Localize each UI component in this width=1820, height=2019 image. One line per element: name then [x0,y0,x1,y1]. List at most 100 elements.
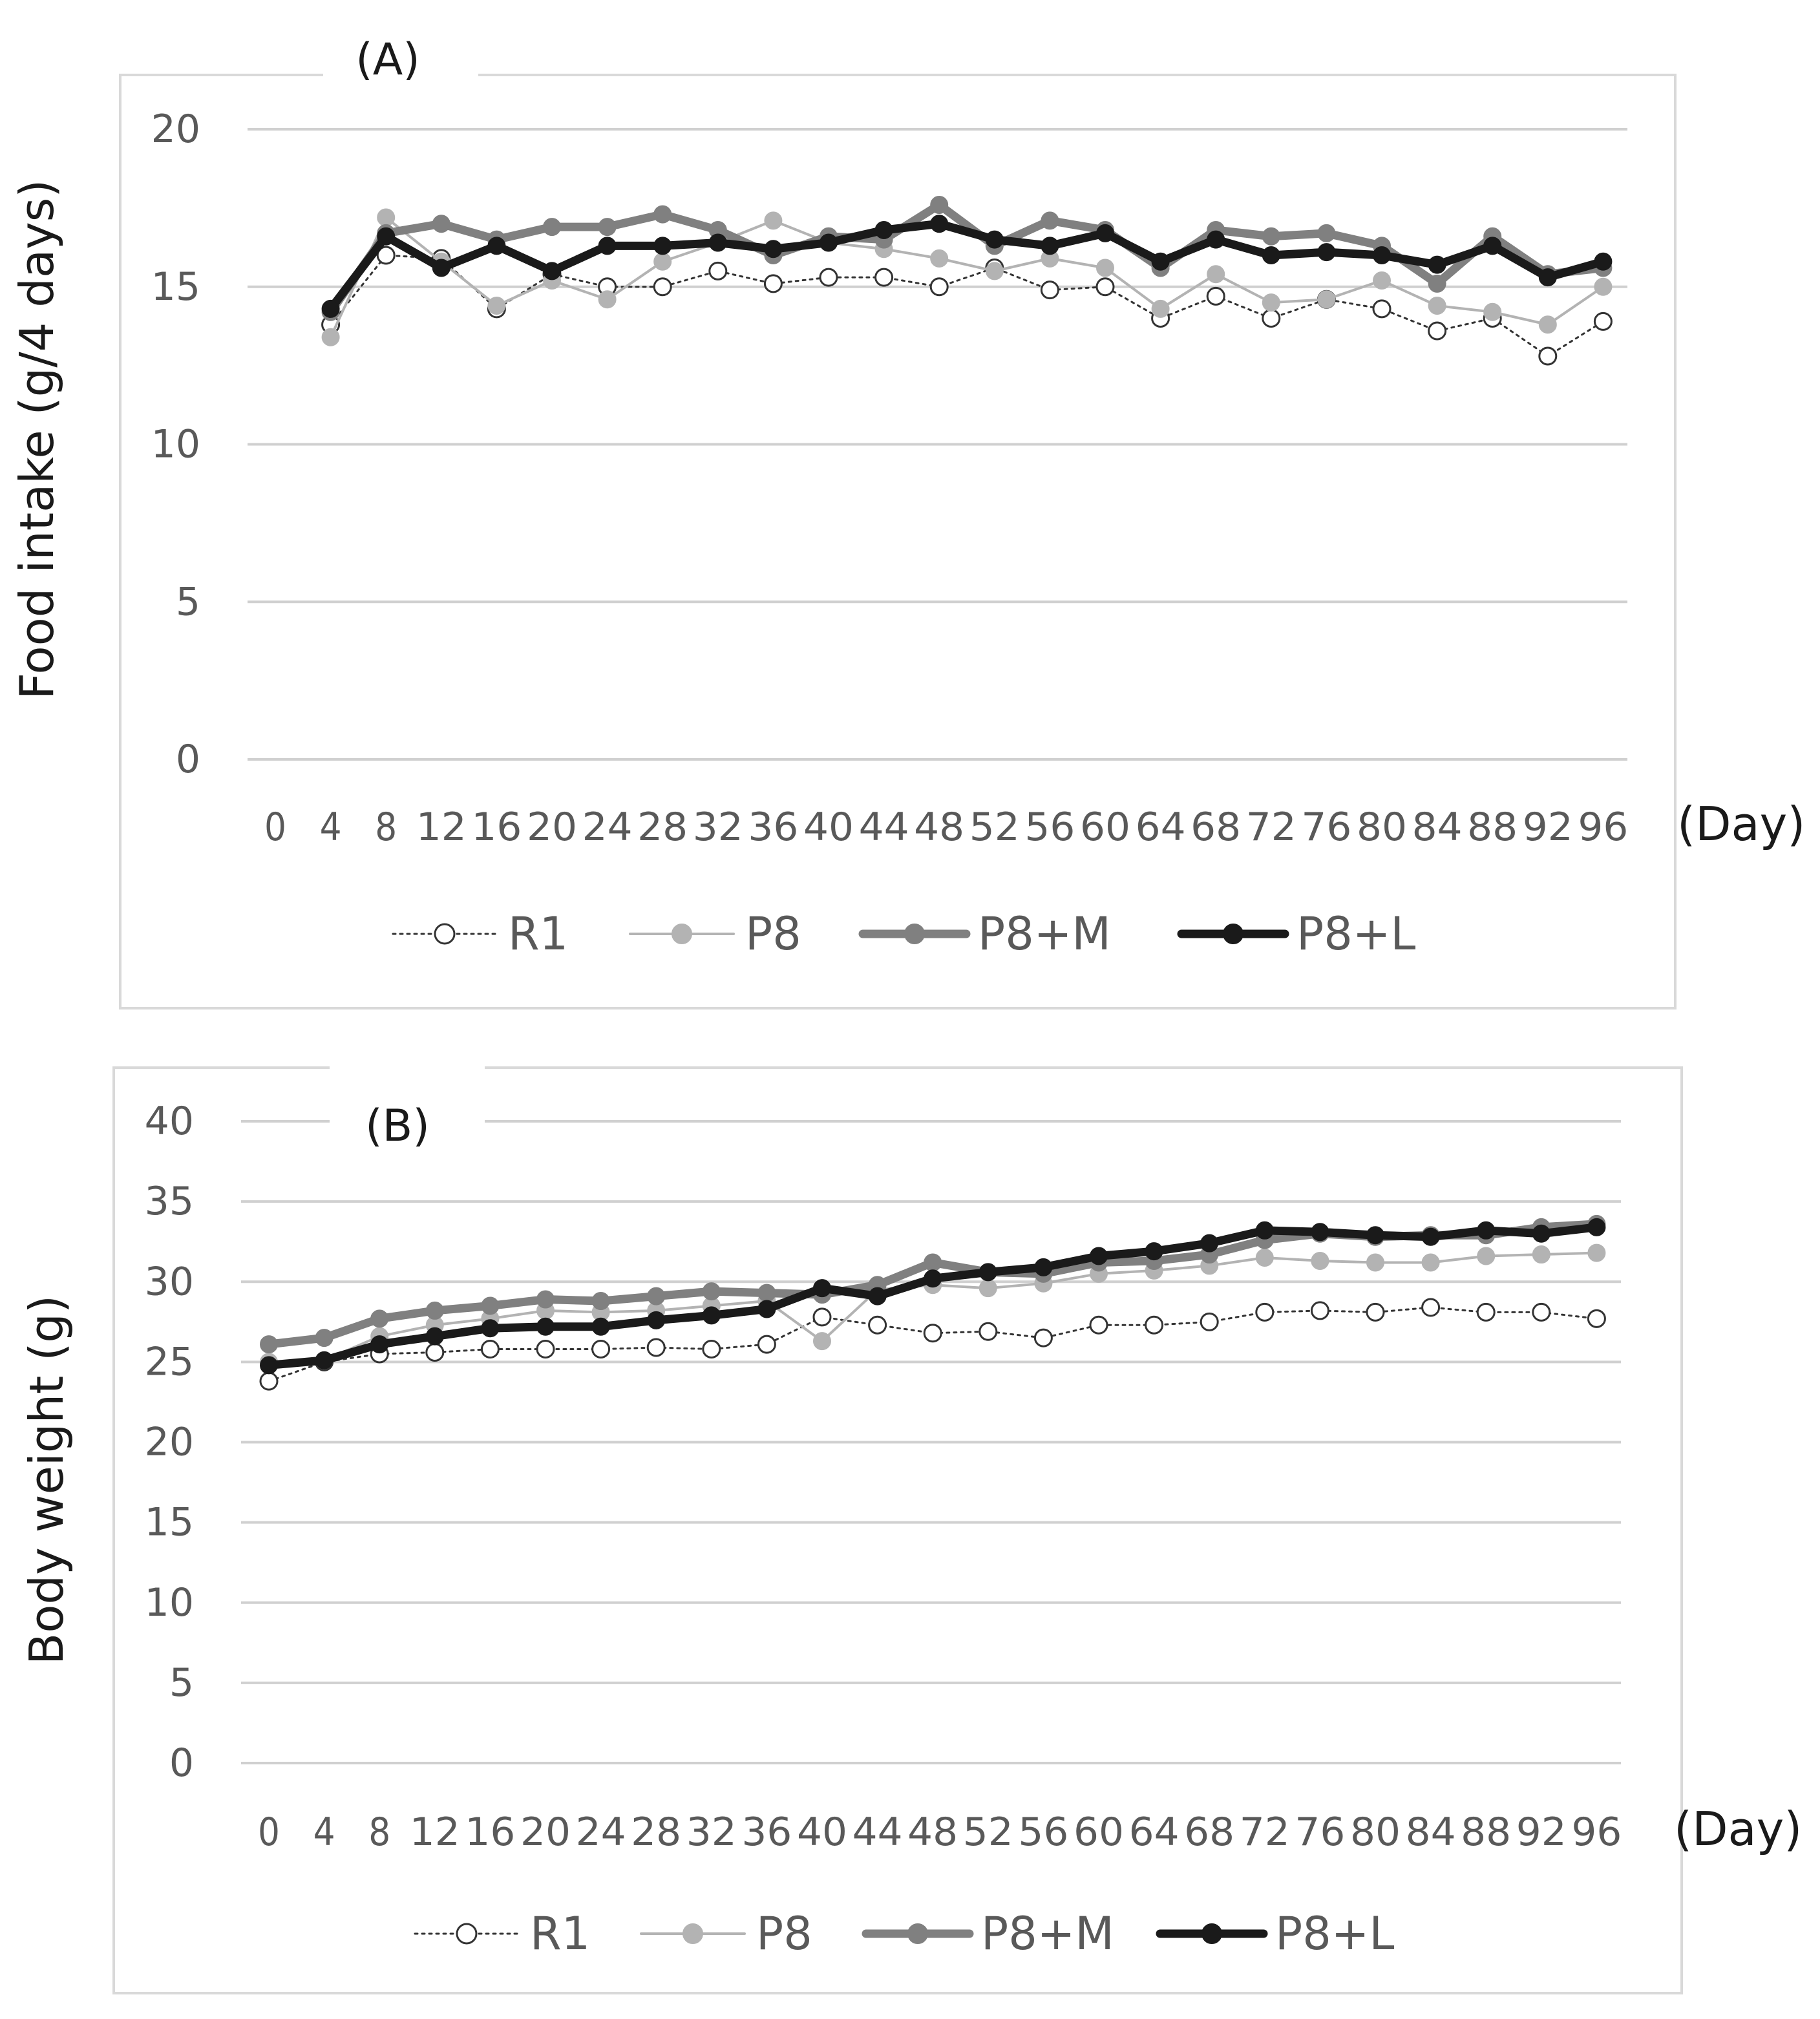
data-point [591,1340,611,1359]
x-tick-label: 44 [852,1810,903,1855]
legend-item: P8+L [1177,907,1415,960]
legend-label: R1 [508,907,568,960]
data-point [1095,277,1115,297]
data-point [370,1335,389,1354]
data-point [653,237,672,255]
data-point [376,246,396,265]
x-tick-label: 84 [1412,805,1463,850]
data-point [653,205,672,224]
legend-item: R1 [414,1907,590,1960]
data-point [536,1340,555,1359]
data-point [1255,1302,1275,1322]
data-point [1145,1315,1164,1335]
data-point [1532,1245,1550,1264]
frame-gap [323,71,478,79]
data-point [370,1309,389,1328]
data-point [702,1282,721,1301]
legend-label: P8+M [981,1907,1114,1960]
data-point [979,1263,997,1282]
legend-marker [456,1923,478,1945]
x-tick-label: 32 [686,1810,737,1855]
x-tick-label: 72 [1246,805,1296,850]
x-tick-label: 52 [963,1810,1013,1855]
data-point [1587,1243,1606,1262]
data-point [1151,252,1170,271]
data-point [868,1287,887,1305]
data-point [653,277,672,297]
y-tick-label: 20 [151,107,200,152]
data-point [708,261,728,280]
data-point [813,1332,831,1351]
y-axis-label: Body weight (g) [19,1295,74,1665]
x-tick-label: 40 [797,1810,847,1855]
x-tick-label: 72 [1240,1810,1290,1855]
x-tick-label: 28 [637,805,688,850]
data-point [653,252,672,271]
data-point [1532,1224,1550,1243]
y-tick-label: 10 [145,1580,194,1625]
data-point [321,328,340,346]
data-point [1483,302,1502,321]
x-tick-label: 56 [1024,805,1075,850]
data-point [1483,237,1502,255]
y-tick-label: 25 [145,1339,194,1384]
data-point [1096,259,1114,277]
x-axis-label: (Day) [1674,1802,1802,1856]
data-point [425,1342,445,1362]
data-point [480,1340,500,1359]
data-point [1421,1253,1440,1272]
data-point [819,268,838,287]
data-point [1317,290,1336,309]
data-point [1310,1301,1329,1320]
x-tick-label: 8 [375,805,397,850]
data-point [930,249,949,268]
data-point [598,218,617,237]
data-point [1428,274,1446,293]
data-point [591,1317,610,1336]
x-tick-label: 16 [471,805,522,850]
data-point [1089,1315,1108,1335]
data-point [543,218,561,237]
legend-marker [682,1923,703,1944]
legend-label: P8+M [978,907,1111,960]
data-point [536,1317,555,1336]
data-point [1366,1253,1384,1272]
data-point [1090,1247,1108,1265]
x-tick-label: 24 [582,805,633,850]
x-tick-label: 48 [914,805,964,850]
legend-label: R1 [530,1907,590,1960]
data-point [702,1340,721,1359]
legend-marker [904,924,925,944]
data-point [377,208,396,227]
data-point [1317,243,1336,262]
data-point [764,211,783,230]
data-point [1366,1226,1384,1245]
data-point [315,1329,333,1348]
data-point [1587,1218,1606,1236]
x-tick-label: 24 [576,1810,626,1855]
y-tick-label: 10 [151,422,200,467]
legend-label: P8 [756,1907,812,1960]
data-point [647,1311,666,1329]
data-point [425,1301,444,1320]
x-tick-label: 36 [741,1810,792,1855]
x-tick-label: 48 [907,1810,958,1855]
y-tick-label: 5 [169,1660,194,1706]
legend-label: P8+L [1275,1907,1394,1960]
data-point [1477,1247,1496,1265]
legend-item: P8+L [1156,1907,1394,1960]
data-point [260,1356,278,1375]
x-tick-label: 68 [1184,1810,1234,1855]
x-tick-label: 52 [969,805,1020,850]
data-point [930,215,949,233]
x-axis-label: (Day) [1677,797,1805,851]
series-line [326,200,1607,317]
x-tick-label: 4 [313,1810,335,1855]
data-point [259,1371,279,1391]
x-tick-label: 60 [1074,1810,1124,1855]
data-point [1532,1302,1551,1322]
x-tick-label: 92 [1523,805,1573,850]
